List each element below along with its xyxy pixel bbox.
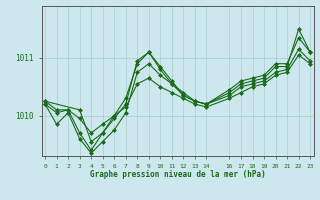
X-axis label: Graphe pression niveau de la mer (hPa): Graphe pression niveau de la mer (hPa) [90, 170, 266, 179]
